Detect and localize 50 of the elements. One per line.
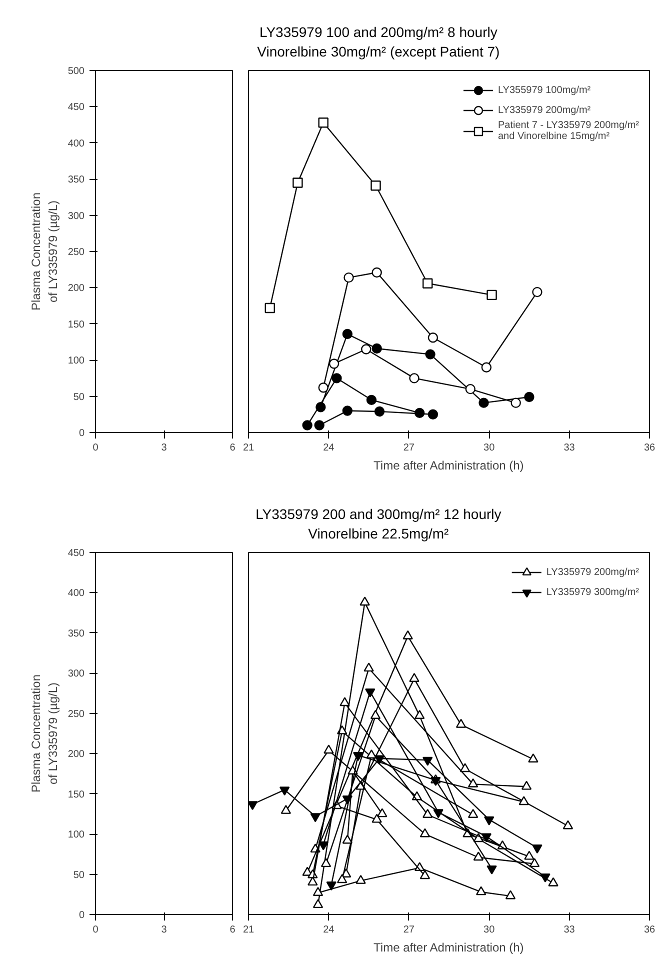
legend-label: Patient 7 - LY335979 200mg/m² and Vinorelbine 15mg/m² (498, 120, 639, 142)
y-tick-label: 200 (68, 749, 85, 760)
x-tick-label: 33 (564, 924, 576, 936)
y-tick-label: 100 (68, 356, 85, 367)
y-tick-label: 350 (68, 174, 85, 186)
legend-label: LY335979 200mg/m² (498, 104, 591, 116)
legend-label: LY335979 200mg/m² (546, 566, 639, 578)
y-tick-label: 0 (78, 910, 85, 921)
x-tick-label: 3 (161, 924, 168, 936)
y-axis-title: Plasma Concentration of LY335979 (µg/L) (29, 674, 60, 793)
x-tick-label: 6 (230, 924, 236, 936)
x-axis-title: Time after Administration (h) (374, 940, 524, 954)
chart-title: LY335979 200 and 300mg/m² 12 hourly Vinorelbine 22.5mg/m² (256, 506, 502, 542)
y-tick-label: 150 (68, 789, 85, 800)
y-tick-label: 500 (68, 66, 85, 77)
x-tick-label: 0 (92, 442, 99, 454)
y-tick-label: 450 (68, 102, 85, 114)
x-tick-label: 0 (92, 924, 99, 936)
x-tick-label: 30 (484, 924, 496, 936)
x-tick-label: 33 (564, 442, 576, 454)
y-tick-label: 50 (73, 870, 85, 881)
x-tick-label: 24 (323, 442, 335, 454)
y-tick-label: 0 (78, 428, 85, 439)
x-tick-label: 21 (242, 442, 254, 454)
x-tick-label: 27 (403, 442, 415, 454)
x-axis-title: Time after Administration (h) (374, 458, 524, 472)
x-tick-label: 24 (323, 924, 335, 936)
y-tick-label: 200 (68, 283, 85, 294)
legend-label: LY335979 300mg/m² (546, 586, 639, 598)
y-tick-label: 400 (68, 138, 85, 150)
x-tick-label: 30 (484, 442, 496, 454)
x-tick-label: 21 (242, 924, 254, 936)
y-tick-label: 50 (73, 392, 85, 403)
y-tick-label: 250 (68, 708, 85, 720)
legend-label: LY355979 100mg/m² (498, 84, 591, 96)
y-tick-label: 300 (68, 210, 85, 222)
y-tick-label: 150 (68, 319, 85, 330)
x-tick-label: 27 (403, 924, 415, 936)
chart-title: LY335979 100 and 200mg/m² 8 hourly Vinorelbine 30mg/m² (except Patient 7) (257, 24, 500, 60)
x-tick-label: 6 (230, 442, 236, 454)
y-axis-title: Plasma Concentration of LY335979 (µg/L) (29, 192, 60, 311)
x-tick-label: 36 (644, 442, 656, 454)
y-tick-label: 400 (68, 588, 85, 600)
y-tick-label: 450 (68, 548, 85, 559)
y-tick-label: 300 (68, 668, 85, 680)
x-tick-label: 3 (161, 442, 168, 454)
y-tick-label: 350 (68, 628, 85, 640)
x-tick-label: 36 (644, 924, 656, 936)
y-tick-label: 100 (68, 830, 85, 841)
y-tick-label: 250 (68, 247, 85, 258)
